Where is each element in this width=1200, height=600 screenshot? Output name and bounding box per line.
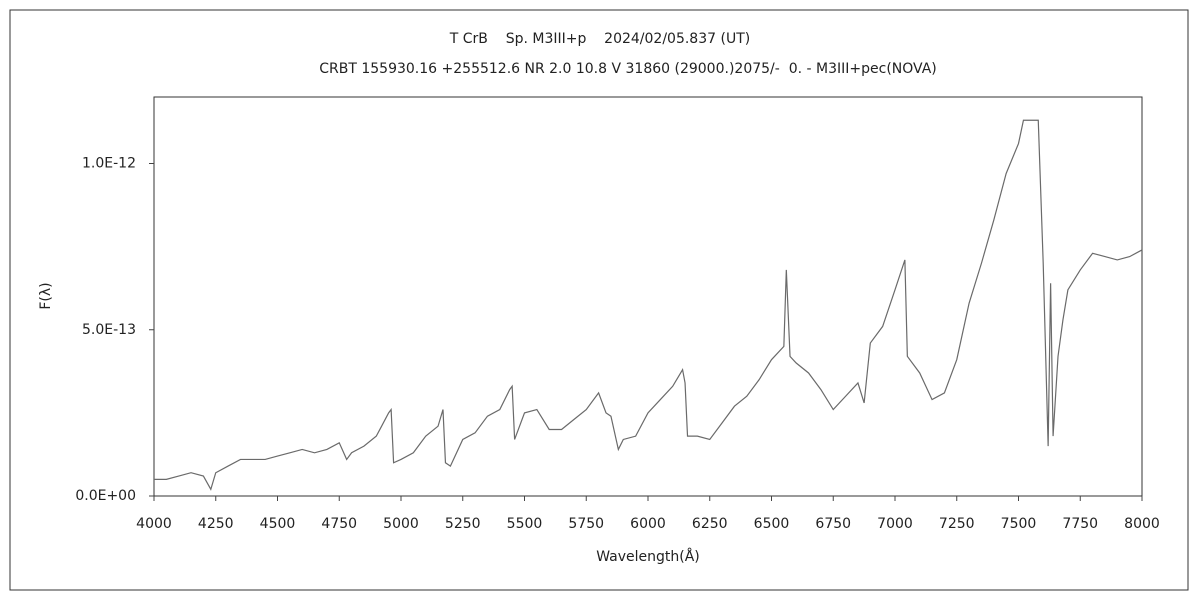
spectrum-line bbox=[154, 119, 1143, 491]
chart-title: T CrB Sp. M3III+p 2024/02/05.837 (UT) bbox=[449, 31, 750, 47]
y-axis-label: F(λ) bbox=[38, 282, 54, 309]
x-tick-label: 8000 bbox=[1124, 516, 1160, 532]
x-tick-label: 4250 bbox=[198, 516, 234, 532]
x-tick-label: 7750 bbox=[1062, 516, 1098, 532]
x-tick-label: 4500 bbox=[260, 516, 296, 532]
y-tick-label: 1.0E-12 bbox=[82, 156, 136, 172]
chart-subtitle: CRBT 155930.16 +255512.6 NR 2.0 10.8 V 3… bbox=[319, 61, 937, 77]
x-tick-label: 7250 bbox=[939, 516, 975, 532]
frame bbox=[9, 9, 1189, 591]
x-tick-label: 6500 bbox=[754, 516, 790, 532]
x-tick-label: 7000 bbox=[877, 516, 913, 532]
x-tick-label: 4000 bbox=[136, 516, 172, 532]
y-tick-label: 0.0E+00 bbox=[75, 488, 136, 504]
plot-area bbox=[153, 96, 1143, 497]
x-tick-label: 5750 bbox=[568, 516, 604, 532]
x-tick-label: 4750 bbox=[321, 516, 357, 532]
x-tick-label: 6000 bbox=[630, 516, 666, 532]
x-tick-label: 6250 bbox=[692, 516, 728, 532]
x-tick-label: 6750 bbox=[815, 516, 851, 532]
x-axis-label: Wavelength(Å) bbox=[596, 548, 700, 565]
x-tick-label: 5000 bbox=[383, 516, 419, 532]
x-tick-label: 5500 bbox=[507, 516, 543, 532]
y-tick-label: 5.0E-13 bbox=[82, 322, 136, 338]
x-tick-label: 5250 bbox=[445, 516, 481, 532]
x-tick-label: 7500 bbox=[1001, 516, 1037, 532]
